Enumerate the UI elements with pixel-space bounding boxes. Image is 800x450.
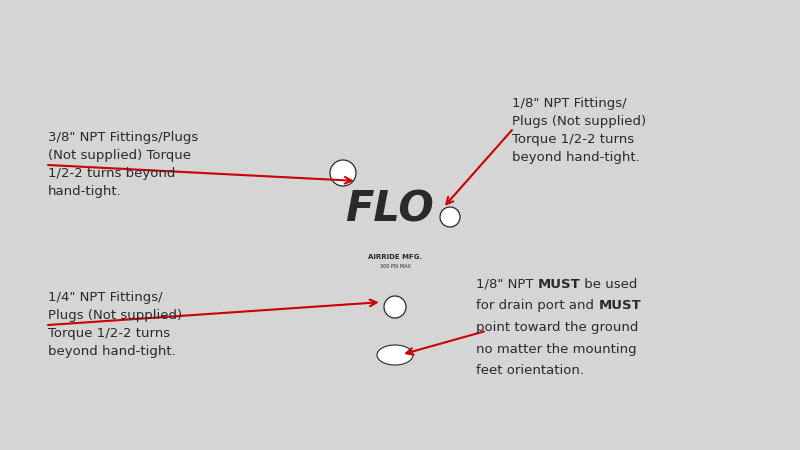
Ellipse shape — [502, 189, 518, 206]
Polygon shape — [485, 365, 505, 375]
Text: 3/8" NPT Fittings/Plugs
(Not supplied) Torque
1/2-2 turns beyond
hand-tight.: 3/8" NPT Fittings/Plugs (Not supplied) T… — [48, 131, 198, 198]
Ellipse shape — [386, 347, 403, 365]
Ellipse shape — [458, 324, 474, 342]
Ellipse shape — [386, 105, 403, 122]
Ellipse shape — [437, 323, 457, 343]
Text: 1/8" NPT Fittings/
Plugs (Not supplied)
Torque 1/2-2 turns
beyond hand-tight.: 1/8" NPT Fittings/ Plugs (Not supplied) … — [512, 96, 646, 163]
Ellipse shape — [315, 324, 332, 342]
Text: FLO: FLO — [346, 189, 434, 231]
Text: be used: be used — [581, 278, 638, 291]
Ellipse shape — [440, 207, 460, 227]
Text: for drain port and: for drain port and — [476, 299, 598, 312]
FancyBboxPatch shape — [285, 350, 505, 365]
Text: AIRRIDE MFG.: AIRRIDE MFG. — [368, 254, 422, 260]
Text: 300 PSI MAX: 300 PSI MAX — [379, 265, 410, 270]
Ellipse shape — [502, 264, 518, 281]
Ellipse shape — [315, 129, 332, 146]
Text: 1/8" NPT: 1/8" NPT — [476, 278, 538, 291]
Text: MUST: MUST — [598, 299, 641, 312]
Text: MUST: MUST — [538, 278, 581, 291]
Text: no matter the mounting: no matter the mounting — [476, 342, 637, 356]
Text: point toward the ground: point toward the ground — [476, 321, 638, 334]
Ellipse shape — [458, 129, 474, 146]
Ellipse shape — [330, 160, 356, 186]
Ellipse shape — [315, 333, 335, 353]
Polygon shape — [285, 365, 305, 375]
Ellipse shape — [377, 345, 413, 365]
Text: 1/4" NPT Fittings/
Plugs (Not supplied)
Torque 1/2-2 turns
beyond hand-tight.: 1/4" NPT Fittings/ Plugs (Not supplied) … — [48, 292, 182, 359]
Ellipse shape — [290, 130, 500, 340]
Ellipse shape — [375, 287, 415, 327]
Ellipse shape — [271, 189, 289, 206]
Ellipse shape — [384, 296, 406, 318]
Ellipse shape — [271, 264, 289, 281]
Ellipse shape — [455, 333, 475, 353]
Ellipse shape — [333, 323, 353, 343]
Text: feet orientation.: feet orientation. — [476, 364, 584, 377]
Ellipse shape — [321, 151, 365, 195]
Ellipse shape — [432, 199, 468, 235]
